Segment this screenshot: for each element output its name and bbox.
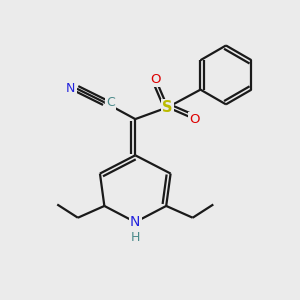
Text: N: N (66, 82, 76, 95)
Text: O: O (151, 74, 161, 86)
Text: O: O (190, 112, 200, 126)
Text: H: H (130, 231, 140, 244)
Text: C: C (106, 96, 115, 109)
Text: N: N (130, 215, 140, 229)
Text: S: S (162, 100, 173, 115)
